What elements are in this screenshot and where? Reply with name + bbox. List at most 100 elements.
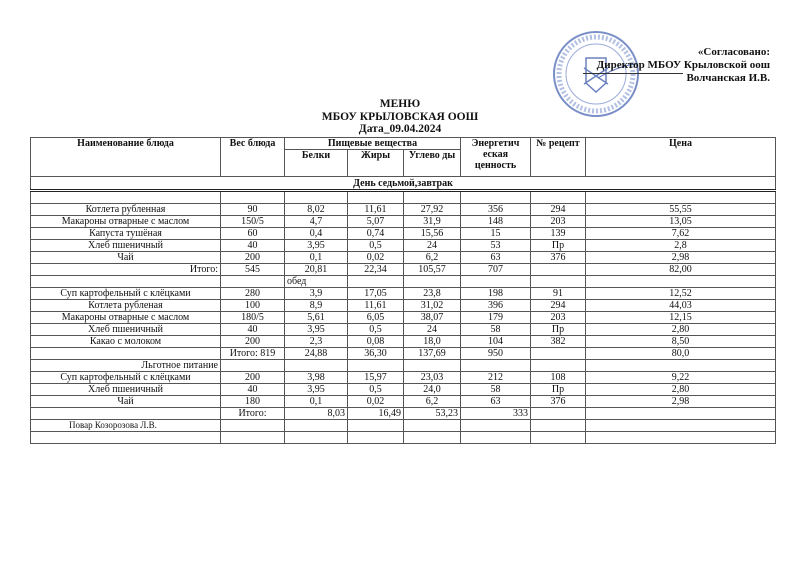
- cell: [530, 263, 586, 276]
- cell: 58: [460, 383, 531, 396]
- table-row: Макароны отварные с маслом 180/5 5,61 6,05 3…: [30, 311, 776, 324]
- cell: [347, 431, 404, 444]
- cell: [530, 359, 586, 372]
- table-row: Хлеб пшеничный 40 3,95 0,5 24 53 Пр 2,8: [30, 239, 776, 252]
- section-row: обед: [30, 275, 776, 288]
- cell: [585, 407, 776, 420]
- cell: [347, 190, 404, 204]
- cell: 16,49: [347, 407, 404, 420]
- cell: [284, 190, 348, 204]
- cell: 3,9: [284, 287, 348, 300]
- header-protein: Белки: [284, 149, 348, 177]
- cell: 376: [530, 251, 586, 264]
- cell: 60: [220, 227, 285, 240]
- cell: 200: [220, 251, 285, 264]
- cell: 91: [530, 287, 586, 300]
- cell: [530, 407, 586, 420]
- table-row: Чай 180 0,1 0,02 6,2 63 376 2,98: [30, 395, 776, 408]
- header-energy: Энергетич еская ценность: [460, 137, 531, 177]
- cook-row: Повар Козорозова Л.В.: [30, 419, 776, 432]
- cell: Чай: [30, 395, 221, 408]
- section-row: Льготное питание: [30, 359, 776, 372]
- table-row: Чай 200 0,1 0,02 6,2 63 376 2,98: [30, 251, 776, 264]
- cell: [530, 431, 586, 444]
- cell: Капуста тушёная: [30, 227, 221, 240]
- cell: 12,52: [585, 287, 776, 300]
- table-row: Хлеб пшеничный 40 3,95 0,5 24 58 Пр 2,80: [30, 323, 776, 336]
- cell: 12,15: [585, 311, 776, 324]
- cell: 3,95: [284, 239, 348, 252]
- cell: Пр: [530, 323, 586, 336]
- header-fat: Жиры: [347, 149, 404, 177]
- cell: 2,80: [585, 383, 776, 396]
- cell: Котлета рубленая: [30, 299, 221, 312]
- cell: 150/5: [220, 215, 285, 228]
- cell: 27,92: [403, 203, 461, 216]
- table-row: Капуста тушёная 60 0,4 0,74 15,56 15 139 7,62: [30, 227, 776, 240]
- cell: [284, 359, 348, 372]
- cell: 23,03: [403, 371, 461, 384]
- cell: Чай: [30, 251, 221, 264]
- cell: Какао с молоком: [30, 335, 221, 348]
- table-row: Котлета рубленая 100 8,9 11,61 31,02 396 294 44…: [30, 299, 776, 312]
- cell: Льготное питание: [30, 359, 221, 372]
- cell: 7,62: [585, 227, 776, 240]
- cell: 356: [460, 203, 531, 216]
- cell: 63: [460, 395, 531, 408]
- cell: 180: [220, 395, 285, 408]
- approval-line1: «Согласовано:: [697, 46, 770, 58]
- cell: [284, 419, 348, 432]
- cell: [220, 431, 285, 444]
- cell: 179: [460, 311, 531, 324]
- cell: 36,30: [347, 347, 404, 360]
- cell: 15,97: [347, 371, 404, 384]
- cell: [30, 190, 221, 204]
- cell: [585, 431, 776, 444]
- cell: 2,80: [585, 323, 776, 336]
- cell: 31,02: [403, 299, 461, 312]
- menu-date: Дата_09.04.2024: [358, 123, 442, 135]
- approval-block: «Согласовано: Директор МБОУ Крыловской о…: [597, 46, 770, 85]
- cell: 82,00: [585, 263, 776, 276]
- cell: [30, 347, 221, 360]
- cell: [460, 190, 531, 204]
- cell: Итого:: [220, 407, 285, 420]
- document-title: МЕНЮ МБОУ КРЫЛОВСКАЯ ООШ Дата_09.04.2024: [0, 98, 800, 136]
- header-weight: Вес блюда: [220, 137, 285, 177]
- total-row: Итого: 8,03 16,49 53,23 333: [30, 407, 776, 420]
- cell: Хлеб пшеничный: [30, 323, 221, 336]
- cell: 40: [220, 383, 285, 396]
- cell: 8,02: [284, 203, 348, 216]
- cell: 2,98: [585, 251, 776, 264]
- menu-title: МЕНЮ: [379, 98, 421, 110]
- cell: 0,5: [347, 383, 404, 396]
- cell: [347, 275, 404, 288]
- cell: [220, 419, 285, 432]
- cell: [30, 431, 221, 444]
- blank-row: [30, 431, 776, 444]
- cell: [403, 419, 461, 432]
- cell: 0,02: [347, 251, 404, 264]
- total-row: Итого: 545 20,81 22,34 105,57 707 82,00: [30, 263, 776, 276]
- cell: 40: [220, 239, 285, 252]
- cell: [585, 419, 776, 432]
- header-price: Цена: [585, 137, 776, 177]
- cell: [403, 190, 461, 204]
- cell: 8,9: [284, 299, 348, 312]
- cell: [530, 419, 586, 432]
- cell: [347, 419, 404, 432]
- cell: 0,08: [347, 335, 404, 348]
- header-carbs: Углево ды: [403, 149, 461, 177]
- cell: 11,61: [347, 299, 404, 312]
- cell: 212: [460, 371, 531, 384]
- header-recipe: № рецепт: [530, 137, 586, 177]
- cell: 950: [460, 347, 531, 360]
- cell: 0,74: [347, 227, 404, 240]
- cell: Пр: [530, 383, 586, 396]
- cell: 8,50: [585, 335, 776, 348]
- cell: 4,7: [284, 215, 348, 228]
- cell: 105,57: [403, 263, 461, 276]
- cell: 22,34: [347, 263, 404, 276]
- cell: [220, 359, 285, 372]
- cell: 200: [220, 371, 285, 384]
